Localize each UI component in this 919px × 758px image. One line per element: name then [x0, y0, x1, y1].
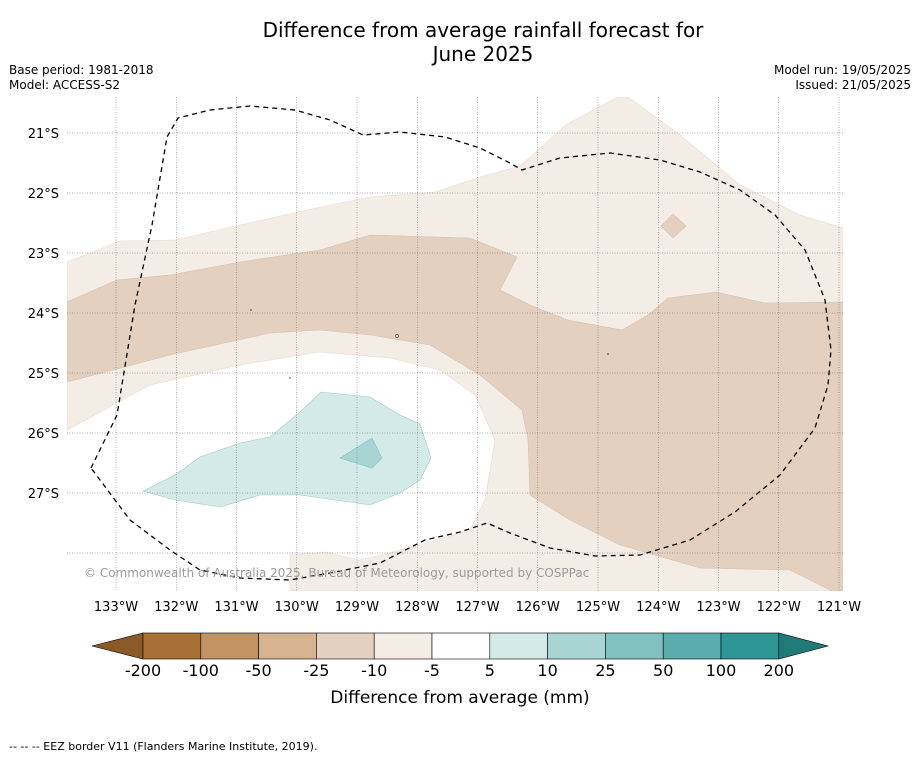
colorbar: -200 -100 -50 -25 -10 -5 5 10 25 50 100 200	[91, 632, 830, 680]
colorbar-extend-high	[778, 632, 830, 660]
lon-label: 123°W	[696, 600, 740, 615]
colorbar-segment	[605, 632, 664, 660]
lon-label: 132°W	[154, 600, 198, 615]
eez-border	[90, 105, 832, 581]
colorbar-segment	[142, 632, 202, 660]
colorbar-segment	[489, 632, 548, 660]
colorbar-tick-label: 200	[764, 661, 795, 680]
colorbar-tick-label: -25	[303, 661, 329, 680]
colorbar-tick-label: -200	[125, 661, 161, 680]
model-text: Model: ACCESS-S2	[9, 78, 121, 92]
colorbar-tick-label: -5	[424, 661, 440, 680]
contour-speck	[395, 334, 399, 338]
lon-label: 131°W	[214, 600, 258, 615]
colorbar-tick-label: 50	[653, 661, 673, 680]
map-title: Difference from average rainfall forecas…	[0, 18, 919, 66]
lat-label: 27°S	[28, 487, 59, 502]
lon-label: 127°W	[455, 600, 499, 615]
colorbar-segment	[373, 632, 433, 660]
lon-label: 128°W	[395, 600, 439, 615]
contour-speck	[250, 309, 252, 311]
title-line-2: June 2025	[432, 42, 534, 66]
map-area	[67, 97, 843, 591]
colorbar-segment	[258, 632, 317, 660]
rainfall-map: © Commonwealth of Australia 2025, Bureau…	[28, 97, 861, 708]
colorbar-tick-label: -50	[246, 661, 272, 680]
colorbar-segment	[200, 632, 259, 660]
colorbar-tick-label: 5	[485, 661, 495, 680]
colorbar-tick-label: 25	[595, 661, 615, 680]
lon-label: 124°W	[636, 600, 680, 615]
contour-speck	[607, 353, 609, 355]
lat-label: 21°S	[28, 127, 59, 142]
colorbar-tick-label: 100	[706, 661, 737, 680]
lon-label: 121°W	[817, 600, 861, 615]
lon-label: 122°W	[757, 600, 801, 615]
lon-label: 125°W	[576, 600, 620, 615]
lat-label: 24°S	[28, 307, 59, 322]
lat-label: 25°S	[28, 367, 59, 382]
colorbar-segment	[316, 632, 375, 660]
colorbar-tick-label: -100	[183, 661, 219, 680]
lat-label: 26°S	[28, 427, 59, 442]
copyright-text: © Commonwealth of Australia 2025, Bureau…	[84, 566, 589, 580]
model-run-text: Model run: 19/05/2025	[773, 63, 911, 77]
lat-label: 22°S	[28, 187, 59, 202]
contour-speck	[289, 377, 291, 379]
colorbar-segment	[662, 632, 722, 660]
latitude-labels: 21°S 22°S 23°S 24°S 25°S 26°S 27°S	[28, 127, 59, 502]
eez-footnote: -- -- -- EEZ border V11 (Flanders Marine…	[9, 740, 318, 753]
contour-light-teal	[142, 391, 432, 508]
contour-teal-patch	[339, 437, 383, 469]
title-line-1: Difference from average rainfall forecas…	[262, 18, 704, 42]
colorbar-segment	[547, 632, 606, 660]
lon-label: 133°W	[94, 600, 138, 615]
grid-lines	[67, 97, 843, 591]
colorbar-tick-label: 10	[537, 661, 557, 680]
lon-label: 129°W	[335, 600, 379, 615]
contour-medium-beige	[67, 234, 843, 591]
contour-diamond-patch	[660, 213, 687, 239]
issued-text: Issued: 21/05/2025	[795, 78, 911, 92]
longitude-labels: 133°W 132°W 131°W 130°W 129°W 128°W 127°W 126°W…	[94, 600, 861, 615]
lat-label: 23°S	[28, 247, 59, 262]
colorbar-segment	[431, 632, 491, 660]
colorbar-segment	[720, 632, 780, 660]
colorbar-extend-low	[91, 632, 144, 660]
base-period-text: Base period: 1981-2018	[9, 63, 154, 77]
lon-label: 130°W	[275, 600, 319, 615]
lon-label: 126°W	[516, 600, 560, 615]
meta-left: Base period: 1981-2018 Model: ACCESS-S2	[9, 63, 154, 93]
meta-right: Model run: 19/05/2025 Issued: 21/05/2025	[774, 63, 911, 93]
colorbar-label: Difference from average (mm)	[330, 688, 589, 708]
colorbar-tick-label: -10	[361, 661, 387, 680]
